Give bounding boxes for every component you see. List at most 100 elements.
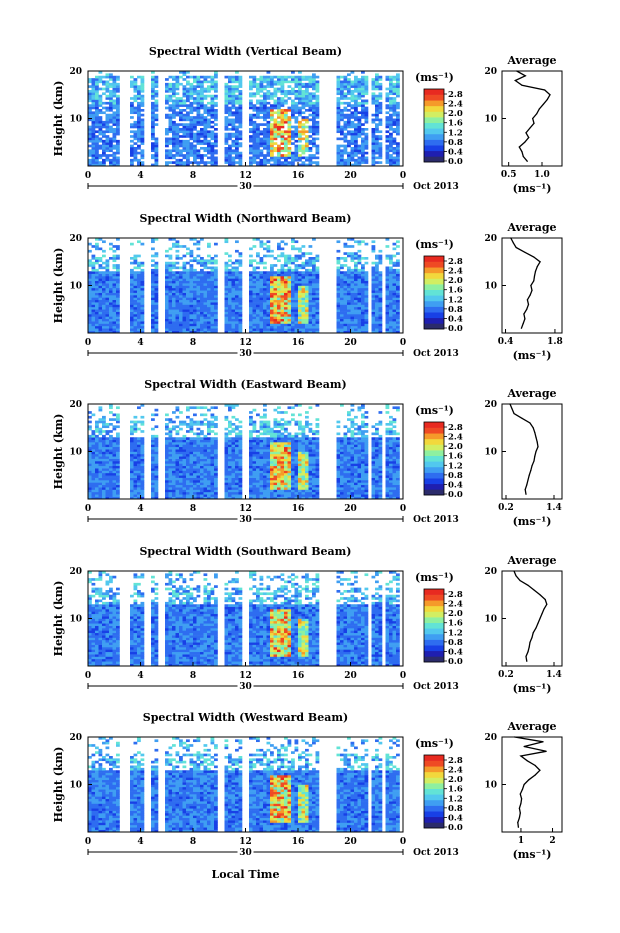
heatmap-cell	[389, 283, 393, 286]
heatmap-cell	[113, 107, 117, 110]
heatmap-cell	[277, 111, 281, 114]
heatmap-cell	[281, 126, 285, 129]
heatmap-cell	[267, 314, 271, 317]
heatmap-cell	[211, 321, 215, 324]
heatmap-cell	[375, 297, 379, 300]
heatmap-cell	[204, 76, 208, 79]
heatmap-cell	[193, 152, 197, 155]
heatmap-cell	[249, 326, 253, 329]
heatmap-cell	[232, 286, 236, 289]
heatmap-cell	[260, 88, 264, 91]
heatmap-cell	[106, 274, 110, 277]
heatmap-cell	[228, 114, 232, 117]
heatmap-cell	[270, 154, 274, 157]
heatmap-cell	[288, 319, 292, 322]
heatmap-cell	[113, 324, 117, 327]
heatmap-cell	[197, 259, 201, 262]
heatmap-cell	[130, 487, 134, 490]
heatmap-cell	[116, 128, 120, 131]
heatmap-cell	[99, 133, 103, 136]
heatmap-cell	[277, 161, 281, 164]
heatmap-cell	[137, 447, 141, 450]
heatmap-cell	[277, 102, 281, 105]
heatmap-cell	[99, 409, 103, 412]
heatmap-cell	[106, 154, 110, 157]
heatmap-cell	[106, 295, 110, 298]
heatmap-cell	[116, 473, 120, 476]
heatmap-cell	[309, 305, 313, 308]
heatmap-cell	[358, 111, 362, 114]
heatmap-cell	[312, 295, 316, 298]
heatmap-cell	[267, 142, 271, 145]
heatmap-cell	[267, 245, 271, 248]
heatmap-cell	[274, 81, 278, 84]
heatmap-cell	[183, 283, 187, 286]
heatmap-cell	[396, 278, 400, 281]
heatmap-cell	[256, 326, 260, 329]
heatmap-cell	[183, 302, 187, 305]
heatmap-cell	[365, 293, 369, 296]
heatmap-cell	[95, 423, 99, 426]
panel-title: Spectral Width (Vertical Beam)	[149, 45, 342, 58]
heatmap-cell	[375, 302, 379, 305]
heatmap-cell	[288, 147, 292, 150]
heatmap-cell	[386, 116, 390, 119]
heatmap-cell	[267, 133, 271, 136]
heatmap-cell	[109, 126, 113, 129]
heatmap-cell	[361, 312, 365, 315]
heatmap-cell	[340, 276, 344, 279]
heatmap-cell	[99, 300, 103, 303]
heatmap-cell	[134, 267, 138, 270]
heatmap-cell	[267, 154, 271, 157]
heatmap-cell	[211, 154, 215, 157]
heatmap-cell	[281, 288, 285, 291]
heatmap-cell	[169, 255, 173, 258]
heatmap-cell	[270, 288, 274, 291]
heatmap-cell	[316, 76, 320, 79]
heatmap-cell	[116, 478, 120, 481]
heatmap-cell	[256, 295, 260, 298]
heatmap-cell	[109, 406, 113, 409]
heatmap-cell	[256, 314, 260, 317]
heatmap-cell	[358, 305, 362, 308]
heatmap-cell	[361, 76, 365, 79]
heatmap-cell	[155, 321, 159, 324]
heatmap-cell	[176, 130, 180, 133]
heatmap-cell	[179, 102, 183, 105]
heatmap-cell	[179, 257, 183, 260]
heatmap-cell	[214, 293, 218, 296]
heatmap-cell	[361, 283, 365, 286]
heatmap-cell	[88, 128, 92, 131]
heatmap-cell	[274, 88, 278, 91]
heatmap-cell	[291, 281, 295, 284]
heatmap-cell	[396, 252, 400, 255]
heatmap-cell	[176, 288, 180, 291]
heatmap-cell	[106, 281, 110, 284]
average-x-tick-label: 0.5	[501, 170, 517, 180]
heatmap-cell	[88, 302, 92, 305]
heatmap-cell	[270, 307, 274, 310]
heatmap-cell	[116, 114, 120, 117]
heatmap-cell	[396, 119, 400, 122]
heatmap-cell	[235, 111, 239, 114]
heatmap-cell	[200, 85, 204, 88]
heatmap-cell	[298, 154, 302, 157]
heatmap-cell	[92, 430, 96, 433]
heatmap-cell	[396, 321, 400, 324]
heatmap-cell	[106, 485, 110, 488]
heatmap-cell	[99, 161, 103, 164]
heatmap-cell	[151, 123, 155, 126]
heatmap-cell	[200, 262, 204, 265]
heatmap-cell	[239, 274, 243, 277]
heatmap-cell	[130, 328, 134, 331]
heatmap-cell	[298, 78, 302, 81]
heatmap-cell	[389, 123, 393, 126]
heatmap-cell	[130, 111, 134, 114]
heatmap-cell	[263, 119, 267, 122]
heatmap-cell	[141, 90, 145, 93]
heatmap-cell	[214, 109, 218, 112]
heatmap-cell	[179, 111, 183, 114]
heatmap-cell	[379, 111, 383, 114]
heatmap-cell	[172, 107, 176, 110]
heatmap-cell	[204, 271, 208, 274]
